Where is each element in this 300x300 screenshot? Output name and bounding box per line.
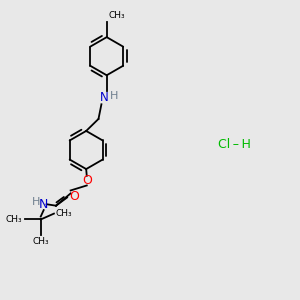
Text: N: N — [100, 91, 109, 104]
Text: O: O — [82, 174, 92, 187]
Text: N: N — [39, 198, 48, 211]
Text: CH₃: CH₃ — [56, 209, 72, 218]
Text: CH₃: CH₃ — [6, 215, 22, 224]
Text: CH₃: CH₃ — [32, 237, 49, 246]
Text: CH₃: CH₃ — [108, 11, 125, 20]
Text: Cl – H: Cl – H — [218, 138, 251, 151]
Text: H: H — [32, 197, 41, 208]
Text: H: H — [110, 92, 118, 101]
Text: O: O — [69, 190, 79, 202]
